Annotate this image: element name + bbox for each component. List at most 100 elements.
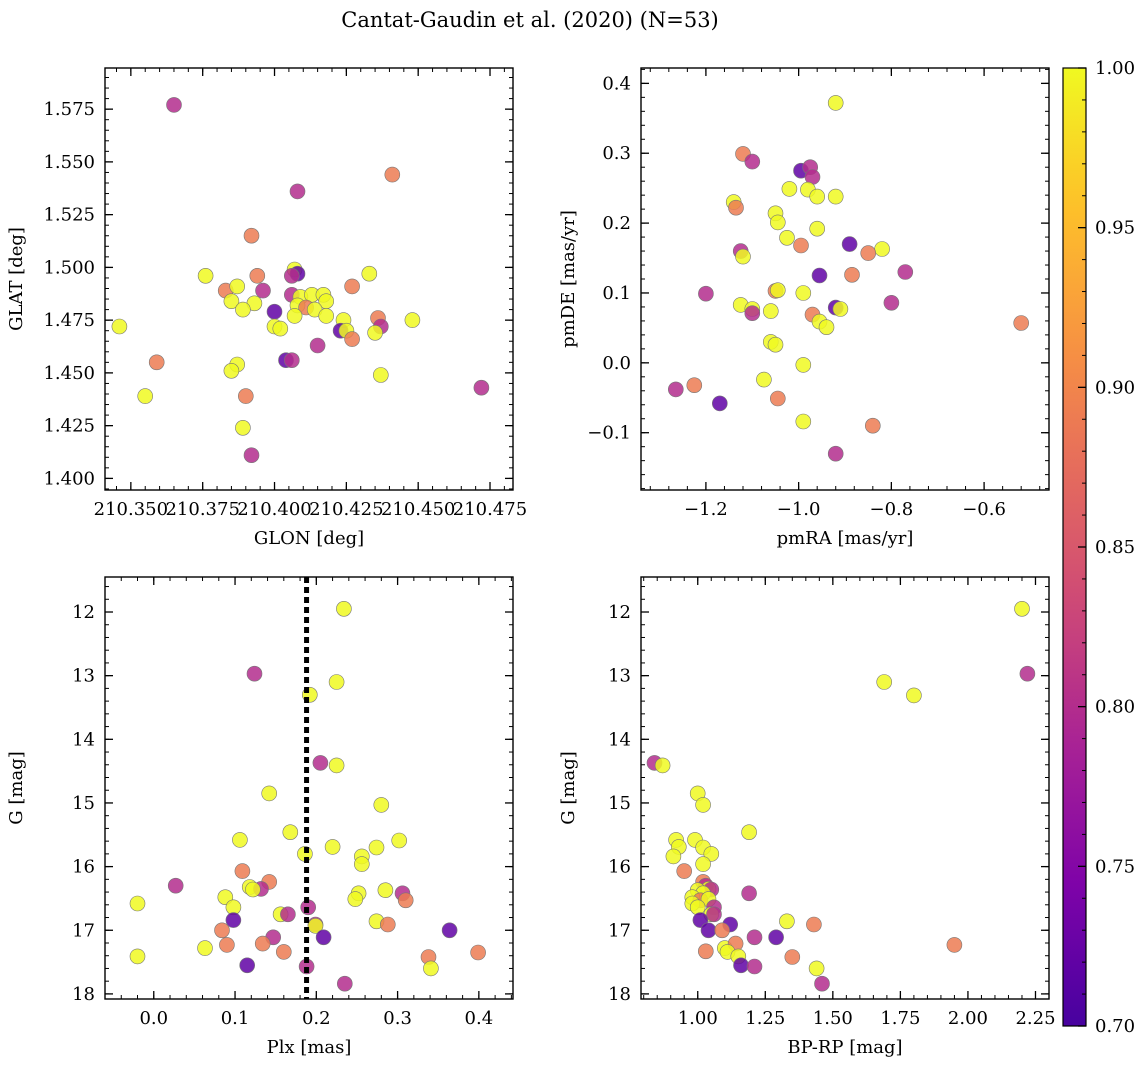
data-point [735,248,751,265]
data-point [234,863,251,879]
data-point [254,935,271,952]
data-point [286,308,303,324]
y-tick-label: 16 [72,857,95,878]
data-point [741,885,757,902]
colorbar-tick-label: 0.95 [1095,218,1135,239]
y-tick-label: 16 [608,857,631,878]
y-axis-label: GLAT [deg] [6,227,27,331]
axis-ticks: 210.350210.375210.400210.425210.450210.4… [43,68,527,520]
colorbar-tick-label: 0.90 [1095,377,1135,398]
y-tick-label: 15 [72,793,95,814]
data-point [741,824,757,841]
colorbar: 0.70 0.75 0.80 0.85 0.90 0.95 1.00 [1062,58,1135,1037]
data-point [361,265,378,282]
data-point [397,892,414,909]
data-point [280,906,296,923]
data-point [166,97,182,113]
data-point [827,95,844,111]
data-point [347,891,364,907]
data-point [769,390,786,407]
y-tick-label: 14 [72,729,95,750]
colorbar-tick-label: 0.85 [1095,537,1135,558]
data-point [686,377,703,394]
data-point [874,241,890,257]
y-tick-label: 15 [608,793,631,814]
x-tick-label: −0.6 [962,499,1006,520]
y-tick-label: 18 [608,984,631,1005]
data-point [336,975,353,992]
data-point [762,303,779,319]
x-tick-label: 2.25 [1015,1008,1055,1029]
x-tick-label: −0.8 [870,499,914,520]
data-point [795,357,812,373]
data-point [665,848,682,865]
data-point [697,943,714,960]
data-point [714,922,730,939]
x-tick-label: 210.450 [381,499,455,520]
y-tick-label: 18 [72,984,95,1005]
data-point [1013,315,1030,331]
data-point [689,899,706,916]
data-point [129,948,146,965]
data-point [283,267,300,284]
data-point [391,832,408,849]
data-point [744,153,761,170]
x-tick-label: 210.425 [309,499,383,520]
data-point [695,797,711,813]
data-point [235,301,251,318]
data-point [379,916,396,933]
plot-frame [640,576,1050,1000]
y-tick-label: 1.450 [43,363,95,384]
data-point [377,882,394,899]
data-point [818,319,835,336]
data-point [261,785,278,802]
data-point [336,600,352,617]
scatter-points [111,97,490,464]
x-tick-label: 1.50 [813,1008,853,1029]
data-point [795,285,812,301]
data-point [769,282,786,299]
data-point [137,388,153,404]
data-point [779,230,795,246]
data-point [255,282,271,299]
axis-ticks: 0.0 0.1 0.2 0.3 0.4 12 13 14 15 16 17 18 [72,577,513,1029]
data-point [197,267,214,284]
data-point [473,379,490,396]
data-point [706,906,722,923]
colorbar-tick-label: 1.00 [1095,58,1135,79]
data-point [756,371,772,388]
data-point [698,285,714,302]
data-point [814,975,830,992]
data-point [746,958,763,975]
x-tick-label: 0.4 [465,1008,494,1029]
data-point [246,665,263,682]
data-point [318,308,335,324]
y-tick-label: 1.500 [43,257,95,278]
data-point [746,929,763,946]
x-tick-label: 0.0 [139,1008,168,1029]
data-point [197,940,213,956]
y-tick-label: 14 [608,729,631,750]
data-point [129,895,146,912]
x-tick-label: 1.75 [880,1008,920,1029]
data-point [353,856,370,872]
data-point [214,922,230,939]
data-point [844,266,860,283]
y-tick-label: 0.4 [602,73,631,94]
data-point [283,352,300,369]
x-tick-label: 210.475 [453,499,527,520]
data-point [876,674,893,690]
data-point [372,367,389,383]
x-tick-label: 2.00 [948,1008,988,1029]
panel-pmra-pmde: −1.2 −1.0 −0.8 −0.6 −0.1 0.0 0.1 0.2 0.3 0.4 pmRA… [558,67,1050,549]
data-point [470,944,486,961]
data-point [784,949,801,965]
data-point [223,362,240,379]
data-point [289,183,306,200]
y-tick-label: 0.0 [602,353,631,374]
data-point [827,445,844,462]
data-point [806,916,822,933]
y-tick-label: 17 [72,920,95,941]
y-tick-label: −0.1 [587,423,631,444]
